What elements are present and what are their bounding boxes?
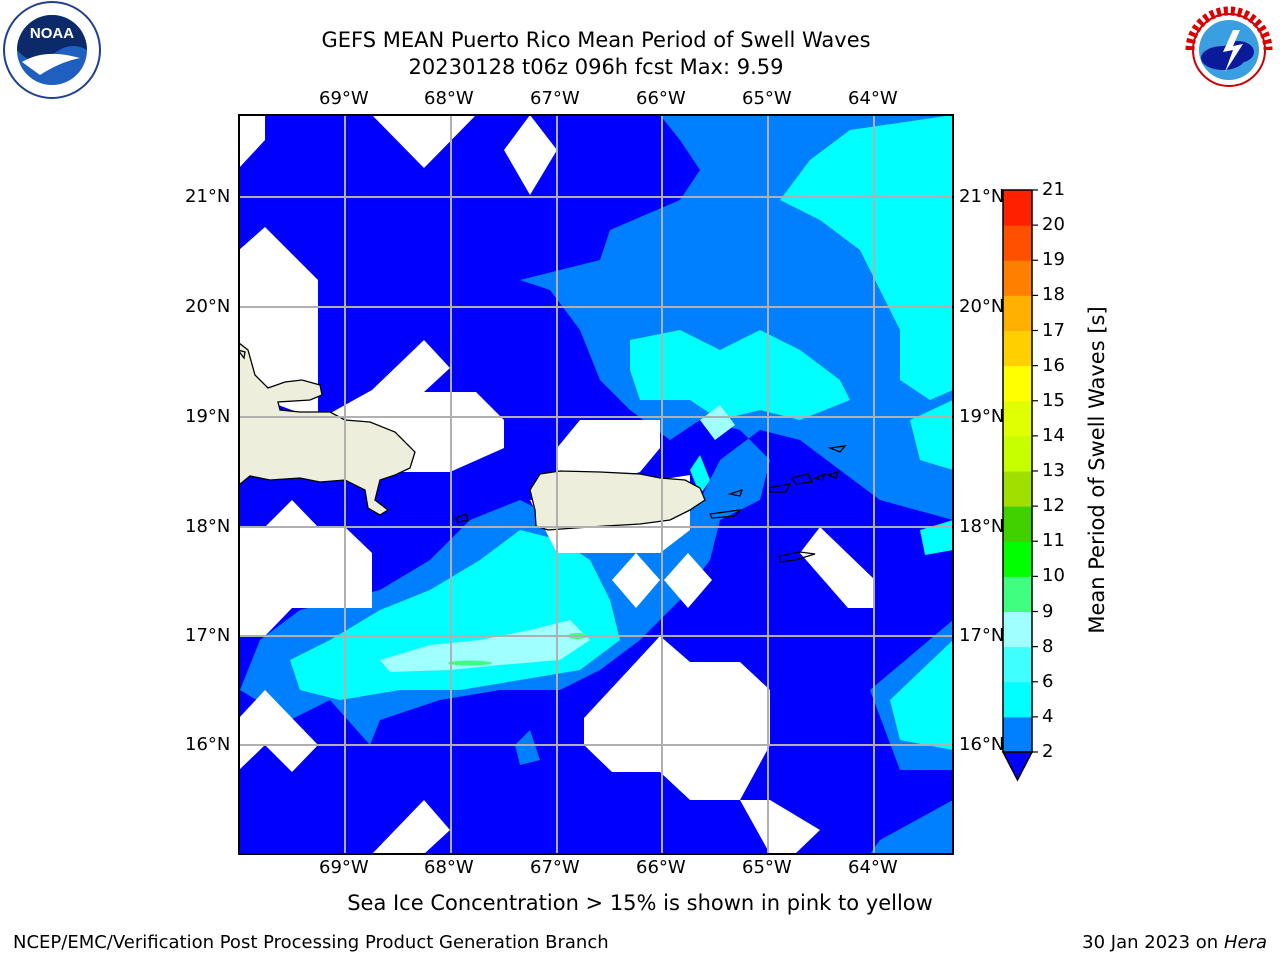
colorbar-tick-label: 12 [1042,495,1065,517]
lon-label-bottom: 65°W [742,857,792,878]
colorbar-tick-label: 6 [1042,670,1054,692]
lat-label-right: 16°N [959,734,1005,755]
land-hispaniola [239,342,416,516]
colorbar-tick-label: 21 [1042,179,1065,200]
footer-date: 30 Jan 2023 on Hera [1082,932,1267,953]
lon-label-top: 66°W [636,88,686,109]
lat-label-left: 20°N [185,296,231,317]
lon-label-top: 69°W [319,88,369,109]
lat-label-right: 17°N [959,625,1005,646]
lon-label-bottom: 67°W [530,857,580,878]
colorbar-segment [1003,506,1032,542]
colorbar-tick-label: 11 [1042,530,1065,552]
colorbar-segment [1003,260,1032,296]
sea-ice-caption: Sea Ice Concentration > 15% is shown in … [347,891,933,915]
footer-credit: NCEP/EMC/Verification Post Processing Pr… [13,932,609,953]
colorbar-segment [1003,646,1032,683]
lon-label-bottom: 66°W [636,857,686,878]
colorbar-tick-label: 2 [1042,741,1054,762]
lat-label-left: 17°N [185,625,231,646]
footer-machine: Hera [1223,932,1267,953]
colorbar-extend-arrow [1001,751,1034,782]
lon-label-top: 67°W [530,88,580,109]
lat-label-left: 18°N [185,516,231,537]
missing-data-areas [239,115,875,854]
colorbar-tick-label: 20 [1042,214,1065,236]
colorbar-segment [1003,330,1032,367]
footer-date-text: 30 Jan 2023 on [1082,932,1224,953]
lat-label-right: 20°N [959,296,1005,317]
map-frame [238,114,954,855]
colorbar-tick-label: 19 [1042,249,1065,271]
colorbar-tick-label: 17 [1042,319,1065,341]
colorbar-tick-label: 18 [1042,284,1065,306]
lat-label-left: 16°N [185,734,231,755]
lat-label-right: 18°N [959,516,1005,537]
colorbar-tick-label: 13 [1042,460,1065,481]
colorbar-segment [1003,471,1032,507]
lon-label-top: 64°W [848,88,898,109]
colorbar-segment [1003,435,1032,472]
colorbar-tick-label: 10 [1042,565,1065,587]
colorbar-tick-label: 15 [1042,389,1065,411]
lat-label-right: 19°N [959,406,1005,427]
lat-label-right: 21°N [959,186,1005,207]
colorbar-segment [1003,225,1032,261]
lon-label-top: 68°W [424,88,474,109]
colorbar-segment [1003,365,1032,402]
colorbar-tick-label: 16 [1042,354,1065,376]
noaa-logo: NOAA [3,1,101,99]
swell-field-8-9 [380,405,735,672]
chart-title: GEFS MEAN Puerto Rico Mean Period of Swe… [321,28,871,52]
colorbar-tick-label: 9 [1042,600,1054,622]
colorbar-tick-label: 4 [1042,705,1054,727]
small-islands [239,349,847,563]
lon-label-bottom: 68°W [424,857,474,878]
colorbar-segment [1003,400,1032,437]
lat-label-left: 21°N [185,186,231,207]
colorbar-tick-label: 8 [1042,635,1054,657]
colorbar-segment [1003,576,1032,612]
colorbar-tick-label: 14 [1042,424,1065,446]
colorbar-title: Mean Period of Swell Waves [s] [1085,306,1109,634]
colorbar-segment [1003,541,1032,577]
nws-logo [1181,2,1277,98]
lon-label-bottom: 64°W [848,857,898,878]
lon-label-bottom: 69°W [319,857,369,878]
colorbar-segment [1003,190,1032,226]
colorbar-segment [1003,716,1032,753]
lat-label-left: 19°N [185,406,231,427]
colorbar [1001,189,1038,782]
colorbar-segment [1003,681,1032,718]
lon-label-top: 65°W [742,88,792,109]
colorbar-segment [1003,611,1032,648]
colorbar-segment [1003,295,1032,331]
chart-subtitle: 20230128 t06z 096h fcst Max: 9.59 [408,55,784,79]
noaa-logo-text: NOAA [30,25,74,42]
graticule [239,115,953,854]
